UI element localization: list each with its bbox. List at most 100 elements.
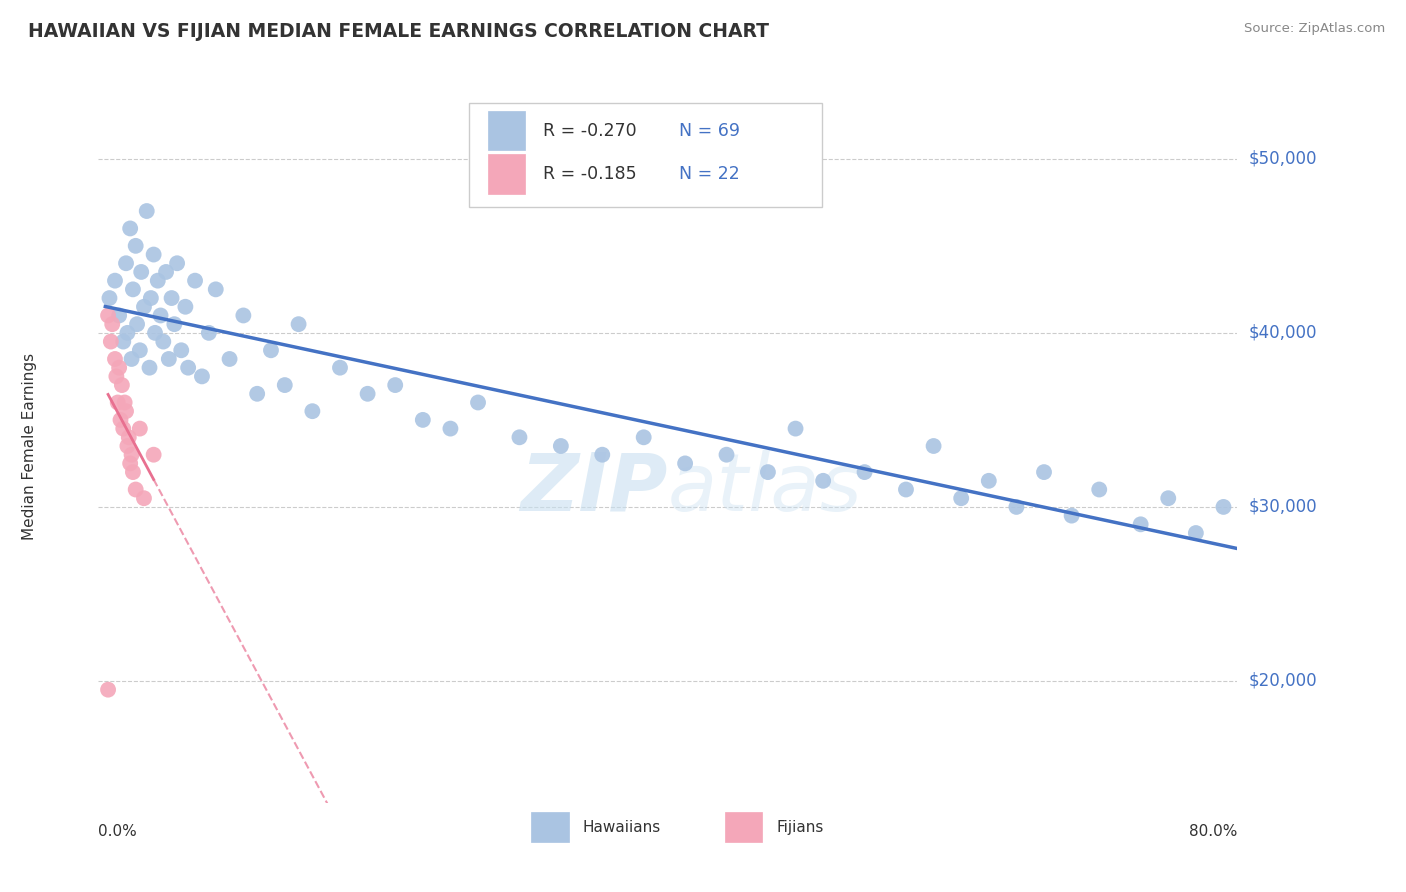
Point: [163, 317, 186, 331]
Text: $20,000: $20,000: [1249, 672, 1317, 690]
Point: [756, 465, 779, 479]
Point: [142, 247, 165, 261]
Point: [412, 413, 434, 427]
Point: [105, 369, 128, 384]
Point: [101, 317, 124, 331]
Point: [301, 404, 323, 418]
Point: [977, 474, 1000, 488]
Point: [121, 351, 143, 366]
Point: [716, 448, 738, 462]
Point: [260, 343, 283, 358]
Point: [110, 413, 132, 427]
Point: [198, 326, 221, 340]
Point: [97, 309, 120, 323]
Point: [922, 439, 945, 453]
Point: [177, 360, 200, 375]
Text: Hawaiians: Hawaiians: [582, 820, 661, 835]
Point: [98, 291, 121, 305]
Point: [125, 317, 148, 331]
Point: [191, 369, 214, 384]
Point: [152, 334, 174, 349]
Point: [329, 360, 352, 375]
Point: [853, 465, 876, 479]
Bar: [488, 154, 526, 194]
Point: [118, 430, 141, 444]
Text: $40,000: $40,000: [1249, 324, 1317, 342]
Point: [128, 343, 150, 358]
Bar: [488, 112, 526, 151]
Point: [120, 221, 142, 235]
Point: [166, 256, 188, 270]
Point: [1060, 508, 1083, 523]
Text: 0.0%: 0.0%: [98, 823, 138, 838]
Point: [129, 265, 152, 279]
Point: [120, 457, 142, 471]
Text: R = -0.185: R = -0.185: [543, 165, 636, 183]
Point: [139, 291, 162, 305]
Text: Median Female Earnings: Median Female Earnings: [22, 352, 37, 540]
Point: [112, 421, 135, 435]
Point: [115, 404, 138, 418]
Point: [218, 351, 240, 366]
Point: [132, 300, 155, 314]
Point: [125, 239, 148, 253]
Point: [1157, 491, 1180, 506]
Point: [467, 395, 489, 409]
Point: [170, 343, 193, 358]
Point: [508, 430, 530, 444]
Point: [550, 439, 572, 453]
Point: [104, 274, 127, 288]
Point: [121, 448, 143, 462]
Point: [1185, 526, 1208, 541]
Point: [107, 395, 129, 409]
Point: [287, 317, 309, 331]
Point: [184, 274, 207, 288]
Point: [274, 378, 297, 392]
Text: Source: ZipAtlas.com: Source: ZipAtlas.com: [1244, 22, 1385, 36]
Text: 80.0%: 80.0%: [1189, 823, 1237, 838]
Point: [1005, 500, 1028, 514]
Point: [157, 351, 180, 366]
Text: atlas: atlas: [668, 450, 863, 528]
Point: [785, 421, 807, 435]
Text: ZIP: ZIP: [520, 450, 668, 528]
Point: [673, 457, 696, 471]
Point: [232, 309, 254, 323]
Point: [204, 282, 226, 296]
Text: R = -0.270: R = -0.270: [543, 122, 636, 140]
Point: [591, 448, 613, 462]
Point: [146, 274, 169, 288]
Point: [811, 474, 834, 488]
Text: $50,000: $50,000: [1249, 150, 1317, 168]
Point: [138, 360, 160, 375]
Point: [1212, 500, 1234, 514]
Point: [115, 256, 138, 270]
Point: [384, 378, 406, 392]
Point: [149, 309, 172, 323]
Bar: [725, 812, 762, 842]
Point: [356, 386, 378, 401]
Point: [135, 204, 157, 219]
Point: [122, 465, 145, 479]
Point: [132, 491, 155, 506]
Point: [1033, 465, 1056, 479]
Point: [1088, 483, 1111, 497]
Point: [100, 334, 122, 349]
Point: [633, 430, 655, 444]
Point: [108, 309, 131, 323]
FancyBboxPatch shape: [468, 103, 821, 207]
Text: Fijians: Fijians: [776, 820, 824, 835]
Text: $30,000: $30,000: [1249, 498, 1317, 516]
Point: [143, 326, 166, 340]
Text: N = 69: N = 69: [679, 122, 740, 140]
Point: [128, 421, 150, 435]
Point: [125, 483, 148, 497]
Point: [117, 439, 139, 453]
Point: [108, 360, 131, 375]
Point: [439, 421, 461, 435]
Point: [104, 351, 127, 366]
Text: N = 22: N = 22: [679, 165, 740, 183]
Point: [142, 448, 165, 462]
Point: [246, 386, 269, 401]
Point: [114, 395, 136, 409]
